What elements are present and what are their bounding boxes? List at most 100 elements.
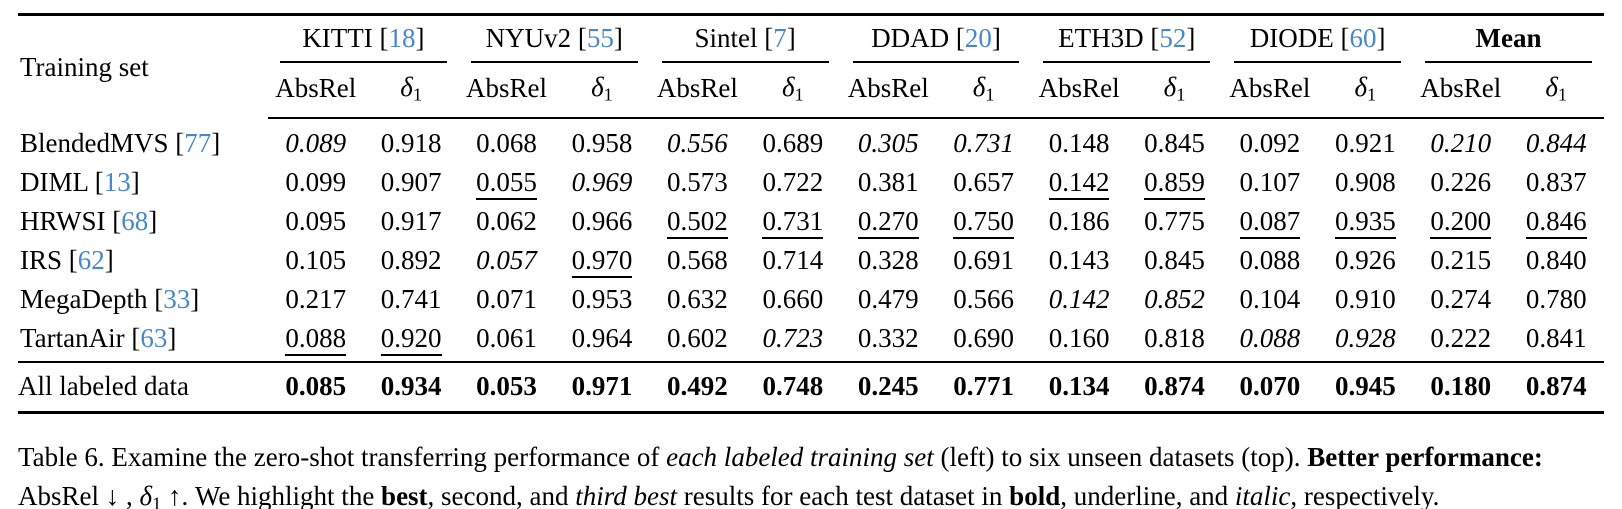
row-label: DIML [13] <box>20 167 140 198</box>
metric-value: 0.874 <box>1525 371 1587 402</box>
citation-link[interactable]: 7 <box>773 23 787 53</box>
metric-value: 0.945 <box>1334 371 1396 402</box>
metric-value: 0.845 <box>1144 245 1205 276</box>
metric-value-cell: 0.841 <box>1508 319 1604 362</box>
citation-link[interactable]: 18 <box>388 23 416 53</box>
metric-value-cell: 0.142 <box>1031 163 1126 202</box>
table-row: IRS [62] 0.105 0.892 0.057 0.970 0.568 0.714 0.… <box>18 241 1604 280</box>
col-group-ddad: DDAD [20] <box>841 15 1032 63</box>
metric-value: 0.722 <box>762 167 824 198</box>
metric-value-cell: 0.566 <box>936 280 1031 319</box>
metric-value-cell: 0.660 <box>745 280 840 319</box>
metric-value-cell: 0.750 <box>936 202 1031 241</box>
metric-value-cell: 0.061 <box>459 319 554 362</box>
metric-value: 0.381 <box>857 167 919 198</box>
metric-value-cell: 0.945 <box>1317 361 1414 415</box>
metric-value-cell: 0.771 <box>935 361 1032 415</box>
table-row: HRWSI [68] 0.095 0.917 0.062 0.966 0.502 0.731… <box>18 202 1604 241</box>
metric-header-delta1: δ1 <box>1126 63 1223 120</box>
metric-header-delta1: δ1 <box>363 63 459 120</box>
citation-link[interactable]: 60 <box>1349 23 1377 53</box>
metric-value: 0.107 <box>1239 167 1301 198</box>
metric-value: 0.917 <box>380 206 442 237</box>
metric-value-cell: 0.071 <box>459 280 554 319</box>
metric-value: 0.964 <box>571 323 633 354</box>
metric-value-cell: 0.070 <box>1222 361 1318 415</box>
metric-value: 0.780 <box>1525 284 1587 315</box>
delta-subscript: 1 <box>412 84 422 105</box>
citation-link[interactable]: 20 <box>964 23 992 53</box>
caption-segment: 1 <box>152 493 162 509</box>
caption-segment: each labeled training set <box>666 442 934 473</box>
citation-link[interactable]: 62 <box>77 245 105 276</box>
metric-value-cell: 0.180 <box>1413 361 1509 415</box>
metric-value: 0.920 <box>380 323 442 357</box>
metric-value: 0.748 <box>762 371 824 402</box>
training-set-name: BlendedMVS <box>20 127 169 158</box>
metric-value: 0.270 <box>857 206 919 240</box>
metric-value-cell: 0.186 <box>1031 202 1126 241</box>
metric-value: 0.841 <box>1525 323 1587 354</box>
metric-value-cell: 0.055 <box>459 163 554 202</box>
dataset-name: KITTI <box>302 23 373 53</box>
training-set-name: IRS <box>20 245 63 276</box>
citation-link[interactable]: 68 <box>121 206 149 237</box>
metric-value-cell: 0.748 <box>745 361 841 415</box>
metric-value-cell: 0.846 <box>1508 202 1604 241</box>
citation-link[interactable]: 55 <box>586 23 614 53</box>
row-label: BlendedMVS [77] <box>20 127 221 158</box>
table-body: BlendedMVS [77] 0.089 0.918 0.068 0.958 0.556… <box>18 118 1604 415</box>
metric-value: 0.062 <box>476 206 537 237</box>
metric-value: 0.222 <box>1430 323 1492 354</box>
metric-value: 0.691 <box>953 245 1015 276</box>
metric-value: 0.092 <box>1239 128 1301 159</box>
col-group-label: KITTI [18] <box>280 21 447 63</box>
metric-value-cell: 0.332 <box>841 319 936 362</box>
metric-value: 0.226 <box>1430 167 1492 198</box>
col-group-label: NYUv2 [55] <box>470 21 638 63</box>
caption-segment: results for each test dataset in <box>677 481 1010 509</box>
metric-value-cell: 0.971 <box>554 361 650 415</box>
training-set-name: TartanAir <box>20 323 125 354</box>
metric-value-cell: 0.099 <box>268 163 363 202</box>
metric-value-cell: 0.921 <box>1318 118 1413 163</box>
metric-value-cell: 0.217 <box>268 280 363 319</box>
caption-segment: underline <box>1073 481 1176 509</box>
metric-value-cell: 0.568 <box>650 241 745 280</box>
metric-header-absrel: AbsRel <box>458 63 555 120</box>
metric-value: 0.479 <box>857 284 919 315</box>
metric-value-cell: 0.691 <box>936 241 1031 280</box>
metric-value-cell: 0.892 <box>363 241 458 280</box>
citation-link[interactable]: 63 <box>140 323 168 354</box>
metric-value: 0.921 <box>1334 128 1396 159</box>
delta-subscript: 1 <box>985 84 995 105</box>
metric-value: 0.217 <box>285 284 347 315</box>
metric-value-cell: 0.270 <box>841 202 936 241</box>
metric-value: 0.723 <box>762 323 824 354</box>
metric-value: 0.088 <box>285 323 347 357</box>
citation-link[interactable]: 13 <box>103 167 131 198</box>
citation-link[interactable]: 33 <box>163 284 191 315</box>
metric-value-cell: 0.107 <box>1222 163 1317 202</box>
metric-value: 0.492 <box>667 371 728 402</box>
metric-value-cell: 0.602 <box>650 319 745 362</box>
table-row: MegaDepth [33] 0.217 0.741 0.071 0.953 0.632 0… <box>18 280 1604 319</box>
delta-symbol: δ <box>591 72 604 102</box>
metric-value: 0.907 <box>380 167 442 198</box>
metric-value-cell: 0.274 <box>1413 280 1508 319</box>
caption-segment: best <box>381 481 428 509</box>
metric-value: 0.874 <box>1144 371 1205 402</box>
metric-value: 0.771 <box>953 371 1015 402</box>
metric-value-cell: 0.859 <box>1127 163 1222 202</box>
metric-value-cell: 0.556 <box>650 118 745 163</box>
metric-value: 0.970 <box>571 245 633 279</box>
metric-value-cell: 0.502 <box>650 202 745 241</box>
metric-value-cell: 0.689 <box>745 118 840 163</box>
col-group-diode: DIODE [60] <box>1222 15 1413 63</box>
metric-value: 0.148 <box>1048 128 1110 159</box>
citation-link[interactable]: 52 <box>1159 23 1187 53</box>
table-caption: Table 6. Examine the zero-shot transferr… <box>18 438 1604 509</box>
citation-link[interactable]: 77 <box>184 127 212 158</box>
dataset-name: NYUv2 <box>485 23 572 53</box>
